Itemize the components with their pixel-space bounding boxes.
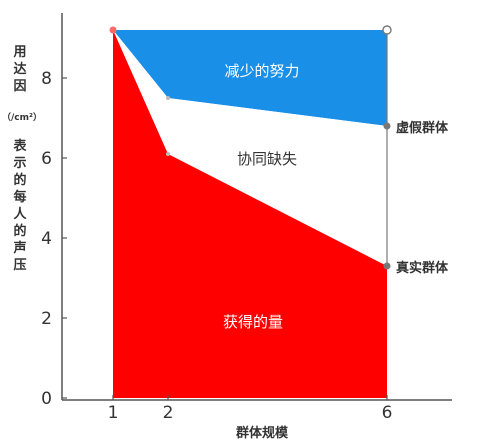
- y-axis-title-char: 声: [12, 240, 26, 256]
- y-tick-label: 6: [41, 149, 52, 169]
- point-top-end: [382, 25, 392, 35]
- x-axis-title: 群体规模: [236, 425, 289, 441]
- x-tick-label: 6: [382, 403, 393, 423]
- chart-regions: [113, 30, 387, 398]
- y-axis-title-char: 人: [13, 206, 27, 222]
- end-label-fake-group: 虚假群体: [396, 120, 449, 136]
- y-axis-title-char: 示: [13, 156, 26, 171]
- y-tick-label: 2: [41, 309, 52, 329]
- point-real-end: [383, 262, 391, 270]
- label-reduced-effort: 减少的努力: [224, 62, 299, 80]
- y-axis-title-char: 的: [13, 223, 26, 239]
- label-achieved-amount: 获得的量: [223, 313, 283, 331]
- point-start: [109, 26, 117, 34]
- y-axis-title-char: 用: [12, 45, 26, 60]
- y-axis-title-char: 因: [13, 79, 26, 94]
- y-tick-label: 8: [41, 69, 52, 89]
- region-achieved-amount: [113, 30, 387, 398]
- x-tick-label: 2: [163, 403, 174, 423]
- y-axis-title-char: 表: [12, 138, 27, 154]
- y-axis-title-char: 达: [13, 61, 26, 77]
- point-fake-mid: [166, 96, 170, 100]
- point-real-mid: [166, 152, 170, 156]
- y-axis-title-char: 的: [13, 172, 26, 188]
- point-fake-end: [383, 122, 391, 130]
- label-coordination-loss: 协同缺失: [237, 150, 297, 168]
- y-axis-title-char: 压: [13, 258, 26, 273]
- y-axis-title-char: 每: [13, 189, 26, 205]
- y-axis-title-char: （/cm²）: [2, 112, 42, 123]
- chart-lines: [109, 25, 392, 270]
- region-coordination-loss: [113, 30, 387, 266]
- y-tick-label: 0: [41, 389, 52, 409]
- y-axis-title: 用达因（/cm²）表示的每人的声压: [2, 45, 42, 273]
- x-tick-label: 1: [108, 403, 119, 423]
- end-label-real-group: 真实群体: [396, 260, 449, 276]
- y-tick-label: 4: [41, 229, 52, 249]
- region-reduced-effort: [113, 30, 387, 126]
